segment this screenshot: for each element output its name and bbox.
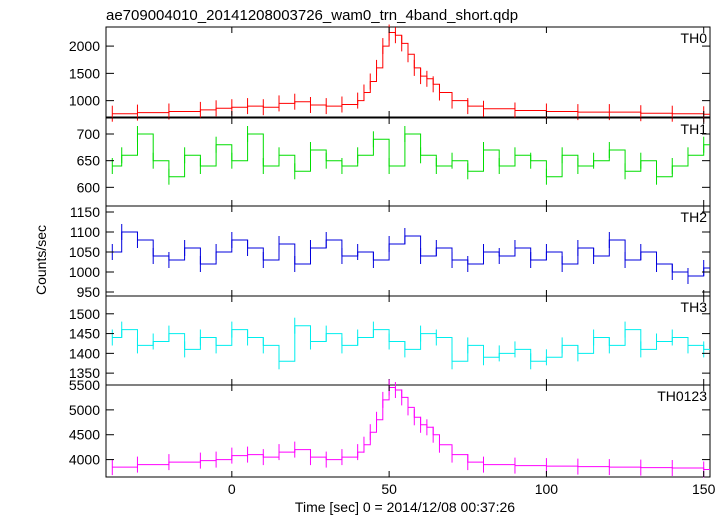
panel-label: TH3 [681,299,708,315]
panel-frame [105,117,711,207]
panel-th1: 600 650 700 TH1 [77,117,711,207]
panel-frame [105,26,711,118]
chart-title: ae709004010_20141208003726_wam0_trn_4ban… [106,7,518,24]
y-tick-label: 1050 [69,244,100,260]
x-tick-label: 0 [228,481,236,497]
panel-label: TH1 [681,121,708,137]
y-tick-label: 1000 [69,93,100,109]
x-tick-label: 150 [692,481,716,497]
y-tick-label: 1150 [70,204,100,220]
panel-th3: 1350 1400 1450 1500 TH3 [69,295,711,386]
panel-label: TH0123 [657,388,707,404]
x-axis-label: Time [sec] 0 = 2014/12/08 00:37:26 [295,499,515,515]
panel-frame [105,384,711,478]
y-tick-label: 700 [77,126,101,142]
panel-th0: 1000 1500 2000 TH0 [69,24,711,123]
y-tick-label: 950 [77,284,101,300]
series-line-th0123 [112,387,710,470]
y-tick-label: 1400 [69,345,100,361]
panel-th2: 950 1000 1050 1100 1150 TH2 [69,204,711,300]
y-tick-label: 1350 [69,365,100,381]
y-axis-label: Counts/sec [33,225,49,295]
y-tick-label: 5500 [69,377,100,393]
y-tick-label: 4000 [69,452,100,468]
y-tick-label: 1100 [70,224,100,240]
series-line-th3 [112,325,710,362]
y-tick-label: 4500 [69,427,100,443]
panel-th0123: 4000 4500 5000 5500 TH0123 [69,377,711,478]
panel-frame [105,295,711,386]
y-tick-label: 1500 [69,65,100,81]
y-tick-label: 1500 [69,306,100,322]
y-tick-label: 1450 [69,326,100,342]
series-line-th0 [112,32,710,115]
x-tick-label: 100 [535,481,559,497]
series-line-th2 [112,231,710,277]
y-tick-label: 2000 [69,38,100,54]
panel-label: TH2 [681,209,708,225]
x-tick-label: 50 [381,481,397,497]
y-tick-label: 650 [77,153,101,169]
series-line-th1 [112,133,710,178]
y-tick-label: 600 [77,179,101,195]
panel-frame [105,205,711,297]
y-tick-label: 1000 [69,264,100,280]
y-tick-label: 5000 [69,402,100,418]
panel-label: TH0 [681,30,708,46]
